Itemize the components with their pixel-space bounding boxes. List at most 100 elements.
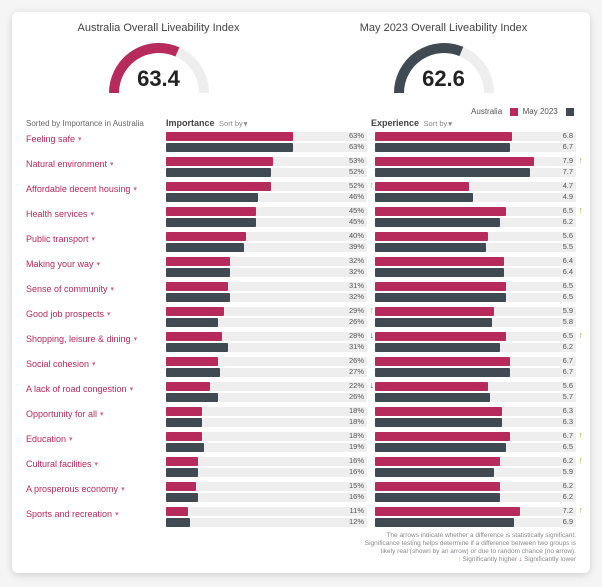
bar-value: 6.2 [563,217,573,226]
bar-value: 31% [349,281,364,290]
arrow-up-icon: ↑ [579,455,584,465]
header-importance-label: Importance [166,118,215,128]
expand-icon: ▾ [111,285,115,293]
sort-hint: Sort by [424,119,448,128]
bar-fill [375,282,506,291]
barset-importance: 40%39% [166,232,375,252]
bar: 32% [166,293,367,302]
bar-fill [375,457,500,466]
bar-value: 26% [349,392,364,401]
bar: 63% [166,132,367,141]
bar-fill [166,482,196,491]
barset-importance: 15%16% [166,482,375,502]
bar-fill [375,168,530,177]
bar-fill [166,432,202,441]
bar: 27% [166,368,367,377]
bar-value: 26% [349,317,364,326]
bar-fill [166,332,222,341]
data-row: Affordable decent housing▾52%↑46%4.74.9 [26,182,576,202]
bar: 6.2 [375,482,576,491]
barset-importance: 16%16% [166,457,375,477]
expand-icon: ▾ [69,435,73,443]
row-label[interactable]: Affordable decent housing▾ [26,182,166,202]
bar-value: 16% [349,492,364,501]
row-label[interactable]: Cultural facilities▾ [26,457,166,477]
bar-fill [166,207,256,216]
data-row: Public transport▾40%39%5.65.5 [26,232,576,252]
bar-value: 27% [349,367,364,376]
bar-value: 18% [349,406,364,415]
bar-value: 6.8 [563,131,573,140]
bar: 6.5↑ [375,332,576,341]
bar-value: 31% [349,342,364,351]
bar-value: 7.2 [563,506,573,515]
bar: 40% [166,232,367,241]
row-label[interactable]: A prosperous economy▾ [26,482,166,502]
footnote-sig-lower: Significantly lower [524,556,576,563]
bar-fill [375,482,500,491]
data-row: Sports and recreation▾11%12%7.2↑6.9 [26,507,576,527]
bar-fill [375,193,473,202]
bar: 5.9 [375,307,576,316]
bar: 26% [166,357,367,366]
data-row: A lack of road congestion▾22%↓26%5.65.7 [26,382,576,402]
gauge-graphic: 62.6 [389,38,499,98]
row-label[interactable]: Natural environment▾ [26,157,166,177]
footnote-sig-higher: Significantly higher [463,556,518,563]
bar: 6.2 [375,218,576,227]
arrow-down-icon: ↓ [519,556,522,563]
bar-fill [375,468,494,477]
bar-fill [166,307,224,316]
bar-value: 18% [349,431,364,440]
row-label-text: A prosperous economy [26,484,118,494]
row-label[interactable]: A lack of road congestion▾ [26,382,166,402]
row-label[interactable]: Health services▾ [26,207,166,227]
bar: 6.4 [375,268,576,277]
barset-experience: 6.2↑5.9 [375,457,576,477]
row-label[interactable]: Opportunity for all▾ [26,407,166,427]
barset-experience: 7.9↑7.7 [375,157,576,177]
bar-fill [166,382,210,391]
bar-fill [375,182,469,191]
expand-icon: ▾ [121,485,125,493]
bar-value: 5.9 [563,467,573,476]
row-label[interactable]: Making your way▾ [26,257,166,277]
gauge-value: 62.6 [389,66,499,92]
footnote-line: Significance testing helps determine if … [26,540,576,548]
bar-value: 53% [349,156,364,165]
barset-experience: 6.46.4 [375,257,576,277]
bar-fill [166,243,244,252]
row-label[interactable]: Shopping, leisure & dining▾ [26,332,166,352]
row-label-text: Sports and recreation [26,509,112,519]
bar-value: 26% [349,356,364,365]
barset-experience: 7.2↑6.9 [375,507,576,527]
row-label[interactable]: Public transport▾ [26,232,166,252]
row-label[interactable]: Good job prospects▾ [26,307,166,327]
bar-fill [166,393,218,402]
bar-value: 6.7 [563,367,573,376]
barset-experience: 6.36.3 [375,407,576,427]
bar-fill [166,318,218,327]
bar: 26% [166,393,367,402]
bar: 6.7 [375,143,576,152]
barset-importance: 28%↓31% [166,332,375,352]
bar: 6.5↑ [375,207,576,216]
row-label[interactable]: Sports and recreation▾ [26,507,166,527]
bar-value: 6.5 [563,331,573,340]
bar: 53% [166,157,367,166]
header-experience[interactable]: Experience Sort by▾ [371,118,576,128]
row-label[interactable]: Sense of community▾ [26,282,166,302]
row-label[interactable]: Feeling safe▾ [26,132,166,152]
bar: 63% [166,143,367,152]
bar: 16% [166,457,367,466]
bar: 22%↓ [166,382,367,391]
header-importance[interactable]: Importance Sort by▾ [166,118,371,128]
row-label[interactable]: Education▾ [26,432,166,452]
data-row: Natural environment▾53%52%7.9↑7.7 [26,157,576,177]
row-label-text: Sense of community [26,284,108,294]
bar: 7.9↑ [375,157,576,166]
bar-value: 7.7 [563,167,573,176]
bar: 5.6 [375,382,576,391]
bar-value: 6.2 [563,492,573,501]
row-label[interactable]: Social cohesion▾ [26,357,166,377]
